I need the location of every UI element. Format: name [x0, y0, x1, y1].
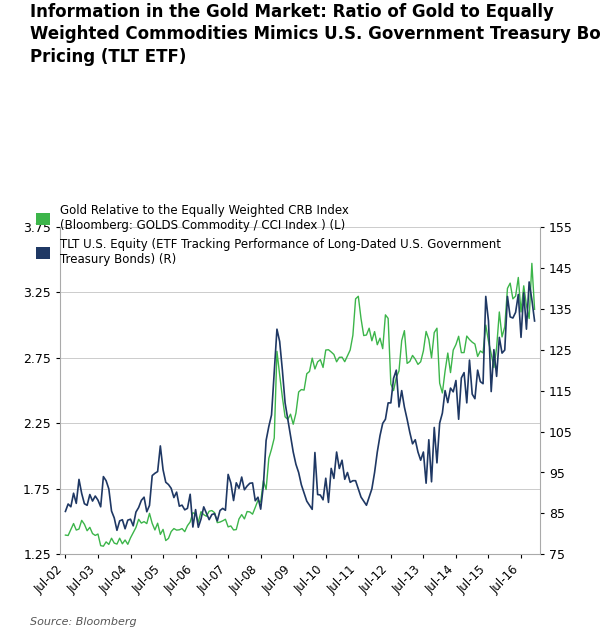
Legend: Gold Relative to the Equally Weighted CRB Index
(Bloomberg: GOLDS Commodity / CC: Gold Relative to the Equally Weighted CR… — [36, 204, 500, 266]
Text: Information in the Gold Market: Ratio of Gold to Equally
Weighted Commodities Mi: Information in the Gold Market: Ratio of… — [30, 3, 600, 66]
Text: Source: Bloomberg: Source: Bloomberg — [30, 617, 137, 627]
